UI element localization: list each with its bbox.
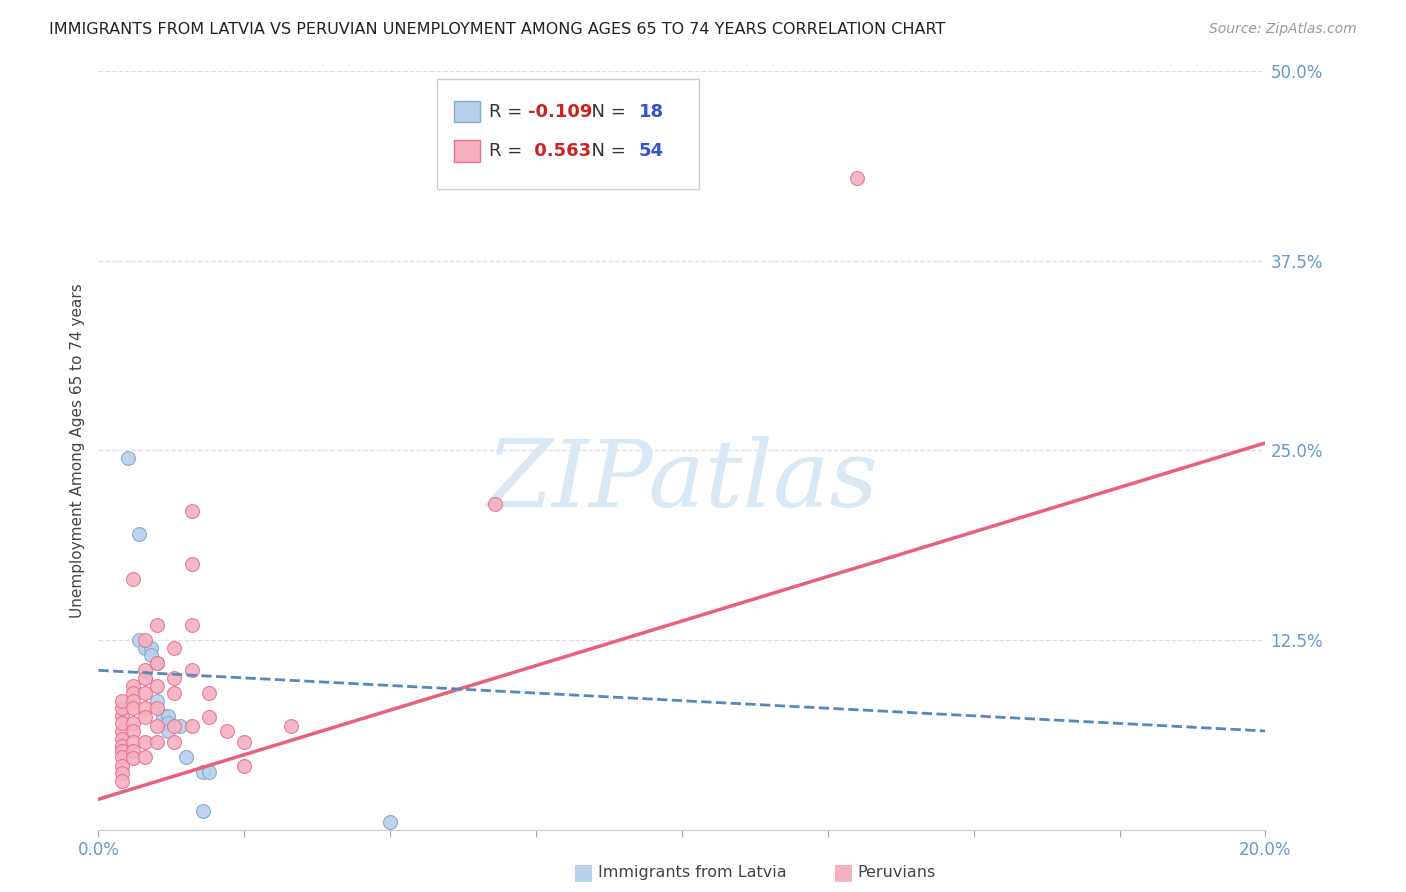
Point bbox=[193, 764, 215, 779]
Text: 54: 54 bbox=[638, 142, 664, 160]
Point bbox=[134, 664, 156, 678]
Point bbox=[111, 744, 134, 758]
Text: Immigrants from Latvia: Immigrants from Latvia bbox=[598, 865, 786, 880]
Point bbox=[134, 686, 156, 700]
Point bbox=[484, 496, 506, 510]
Point bbox=[111, 774, 134, 789]
Point bbox=[157, 716, 180, 731]
Text: R =: R = bbox=[489, 142, 529, 160]
Point bbox=[111, 701, 134, 715]
FancyBboxPatch shape bbox=[437, 79, 699, 189]
Point bbox=[146, 617, 169, 632]
Point bbox=[380, 815, 402, 830]
Point bbox=[122, 734, 145, 748]
Point bbox=[180, 664, 202, 678]
Point bbox=[111, 694, 134, 708]
Point bbox=[152, 708, 174, 723]
Point bbox=[180, 617, 202, 632]
Point bbox=[139, 640, 162, 655]
FancyBboxPatch shape bbox=[454, 101, 479, 122]
Point bbox=[111, 759, 134, 773]
Point bbox=[146, 694, 169, 708]
Point bbox=[122, 716, 145, 731]
Point bbox=[146, 656, 169, 670]
Point bbox=[146, 656, 169, 670]
Point bbox=[180, 504, 202, 518]
Point bbox=[122, 744, 145, 758]
Point bbox=[111, 731, 134, 746]
Text: ZIPatlas: ZIPatlas bbox=[486, 436, 877, 525]
Point bbox=[163, 734, 186, 748]
Point bbox=[233, 759, 256, 773]
Point bbox=[134, 734, 156, 748]
Point bbox=[146, 719, 169, 733]
Point bbox=[198, 764, 221, 779]
Text: IMMIGRANTS FROM LATVIA VS PERUVIAN UNEMPLOYMENT AMONG AGES 65 TO 74 YEARS CORREL: IMMIGRANTS FROM LATVIA VS PERUVIAN UNEMP… bbox=[49, 22, 946, 37]
Point bbox=[163, 640, 186, 655]
Point bbox=[174, 749, 197, 764]
Point bbox=[198, 710, 221, 724]
Point bbox=[122, 678, 145, 692]
Point bbox=[233, 734, 256, 748]
Point bbox=[846, 170, 869, 185]
Y-axis label: Unemployment Among Ages 65 to 74 years: Unemployment Among Ages 65 to 74 years bbox=[69, 283, 84, 618]
Point bbox=[134, 633, 156, 648]
Point bbox=[134, 701, 156, 715]
Point bbox=[280, 719, 302, 733]
Point bbox=[122, 573, 145, 587]
Point bbox=[163, 719, 186, 733]
Point bbox=[134, 671, 156, 685]
FancyBboxPatch shape bbox=[454, 140, 479, 161]
Point bbox=[128, 633, 150, 648]
Text: -0.109: -0.109 bbox=[527, 103, 592, 120]
Point bbox=[111, 766, 134, 780]
Point bbox=[134, 710, 156, 724]
Text: Peruvians: Peruvians bbox=[858, 865, 936, 880]
Text: R =: R = bbox=[489, 103, 529, 120]
Point bbox=[157, 724, 180, 739]
Point bbox=[163, 686, 186, 700]
Text: N =: N = bbox=[581, 103, 631, 120]
Point bbox=[134, 749, 156, 764]
Point bbox=[134, 640, 156, 655]
Point bbox=[111, 749, 134, 764]
Point bbox=[180, 719, 202, 733]
Point bbox=[111, 716, 134, 731]
Point bbox=[146, 701, 169, 715]
Point bbox=[139, 648, 162, 662]
Point bbox=[111, 739, 134, 753]
Point bbox=[146, 734, 169, 748]
Point bbox=[163, 671, 186, 685]
Text: 0.563: 0.563 bbox=[527, 142, 591, 160]
Point bbox=[198, 686, 221, 700]
Point bbox=[169, 719, 191, 733]
Text: ■: ■ bbox=[574, 863, 593, 882]
Point bbox=[122, 724, 145, 739]
Point bbox=[128, 526, 150, 541]
Point bbox=[122, 694, 145, 708]
Point bbox=[111, 708, 134, 723]
Point bbox=[122, 751, 145, 765]
Text: Source: ZipAtlas.com: Source: ZipAtlas.com bbox=[1209, 22, 1357, 37]
Point bbox=[111, 724, 134, 739]
Point bbox=[193, 805, 215, 819]
Point bbox=[215, 724, 238, 739]
Text: 18: 18 bbox=[638, 103, 664, 120]
Point bbox=[157, 708, 180, 723]
Point bbox=[180, 557, 202, 572]
Point bbox=[122, 686, 145, 700]
Point bbox=[146, 678, 169, 692]
Text: N =: N = bbox=[581, 142, 631, 160]
Point bbox=[122, 701, 145, 715]
Point bbox=[117, 451, 139, 466]
Text: ■: ■ bbox=[834, 863, 853, 882]
